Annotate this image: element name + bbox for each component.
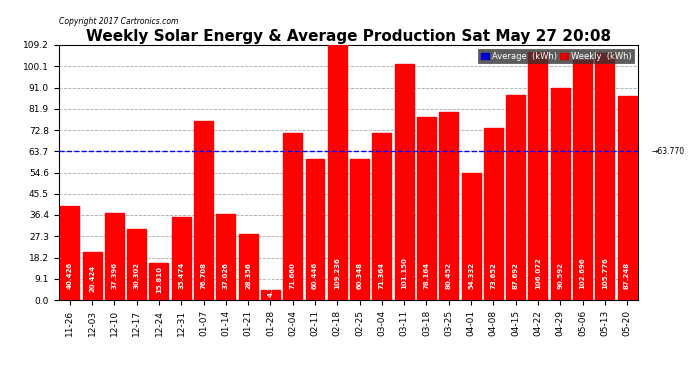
Text: 30.302: 30.302 [134, 262, 139, 290]
Text: 87.692: 87.692 [513, 262, 519, 290]
Bar [306, 159, 324, 300]
Text: 37.396: 37.396 [111, 262, 117, 290]
Bar [417, 117, 436, 300]
Text: 90.592: 90.592 [558, 262, 563, 290]
Bar [261, 290, 280, 300]
Bar [105, 213, 124, 300]
Bar [239, 234, 257, 300]
Bar [618, 96, 637, 300]
Text: 71.660: 71.660 [290, 262, 296, 290]
Text: 87.248: 87.248 [624, 262, 630, 290]
Bar [595, 53, 614, 300]
Text: 4.312: 4.312 [268, 275, 273, 297]
Bar [284, 133, 302, 300]
Bar [462, 173, 480, 300]
Bar [217, 213, 235, 300]
Text: Copyright 2017 Cartronics.com: Copyright 2017 Cartronics.com [59, 17, 178, 26]
Text: 78.164: 78.164 [424, 262, 429, 290]
Text: 54.332: 54.332 [468, 262, 474, 290]
Text: 76.708: 76.708 [201, 262, 206, 290]
Text: 60.348: 60.348 [357, 262, 363, 290]
Title: Weekly Solar Energy & Average Production Sat May 27 20:08: Weekly Solar Energy & Average Production… [86, 29, 611, 44]
Text: 101.150: 101.150 [401, 258, 407, 290]
Bar [150, 263, 168, 300]
Bar [373, 134, 391, 300]
Bar [328, 45, 347, 300]
Text: 71.364: 71.364 [379, 262, 385, 290]
Bar [506, 95, 525, 300]
Text: 37.026: 37.026 [223, 262, 229, 290]
Bar [529, 52, 547, 300]
Bar [350, 159, 369, 300]
Text: 102.696: 102.696 [580, 258, 586, 290]
Bar [172, 217, 190, 300]
Bar [573, 60, 592, 300]
Bar [60, 206, 79, 300]
Text: 20.424: 20.424 [89, 264, 95, 292]
Text: 80.452: 80.452 [446, 262, 452, 290]
Text: 28.356: 28.356 [245, 263, 251, 290]
Text: 35.474: 35.474 [178, 262, 184, 290]
Text: 40.426: 40.426 [67, 262, 73, 290]
Text: 105.776: 105.776 [602, 258, 608, 290]
Bar [440, 112, 458, 300]
Text: 73.652: 73.652 [491, 263, 496, 290]
Bar [484, 128, 503, 300]
Text: 15.810: 15.810 [156, 266, 162, 293]
Text: 60.446: 60.446 [312, 262, 318, 290]
Bar [551, 88, 570, 300]
Bar [395, 64, 414, 300]
Legend: Average  (kWh), Weekly  (kWh): Average (kWh), Weekly (kWh) [478, 49, 634, 63]
Bar [194, 121, 213, 300]
Bar [127, 229, 146, 300]
Text: 106.072: 106.072 [535, 258, 541, 290]
Text: →63.770: →63.770 [651, 147, 684, 156]
Text: 109.236: 109.236 [334, 258, 340, 290]
Bar [83, 252, 101, 300]
